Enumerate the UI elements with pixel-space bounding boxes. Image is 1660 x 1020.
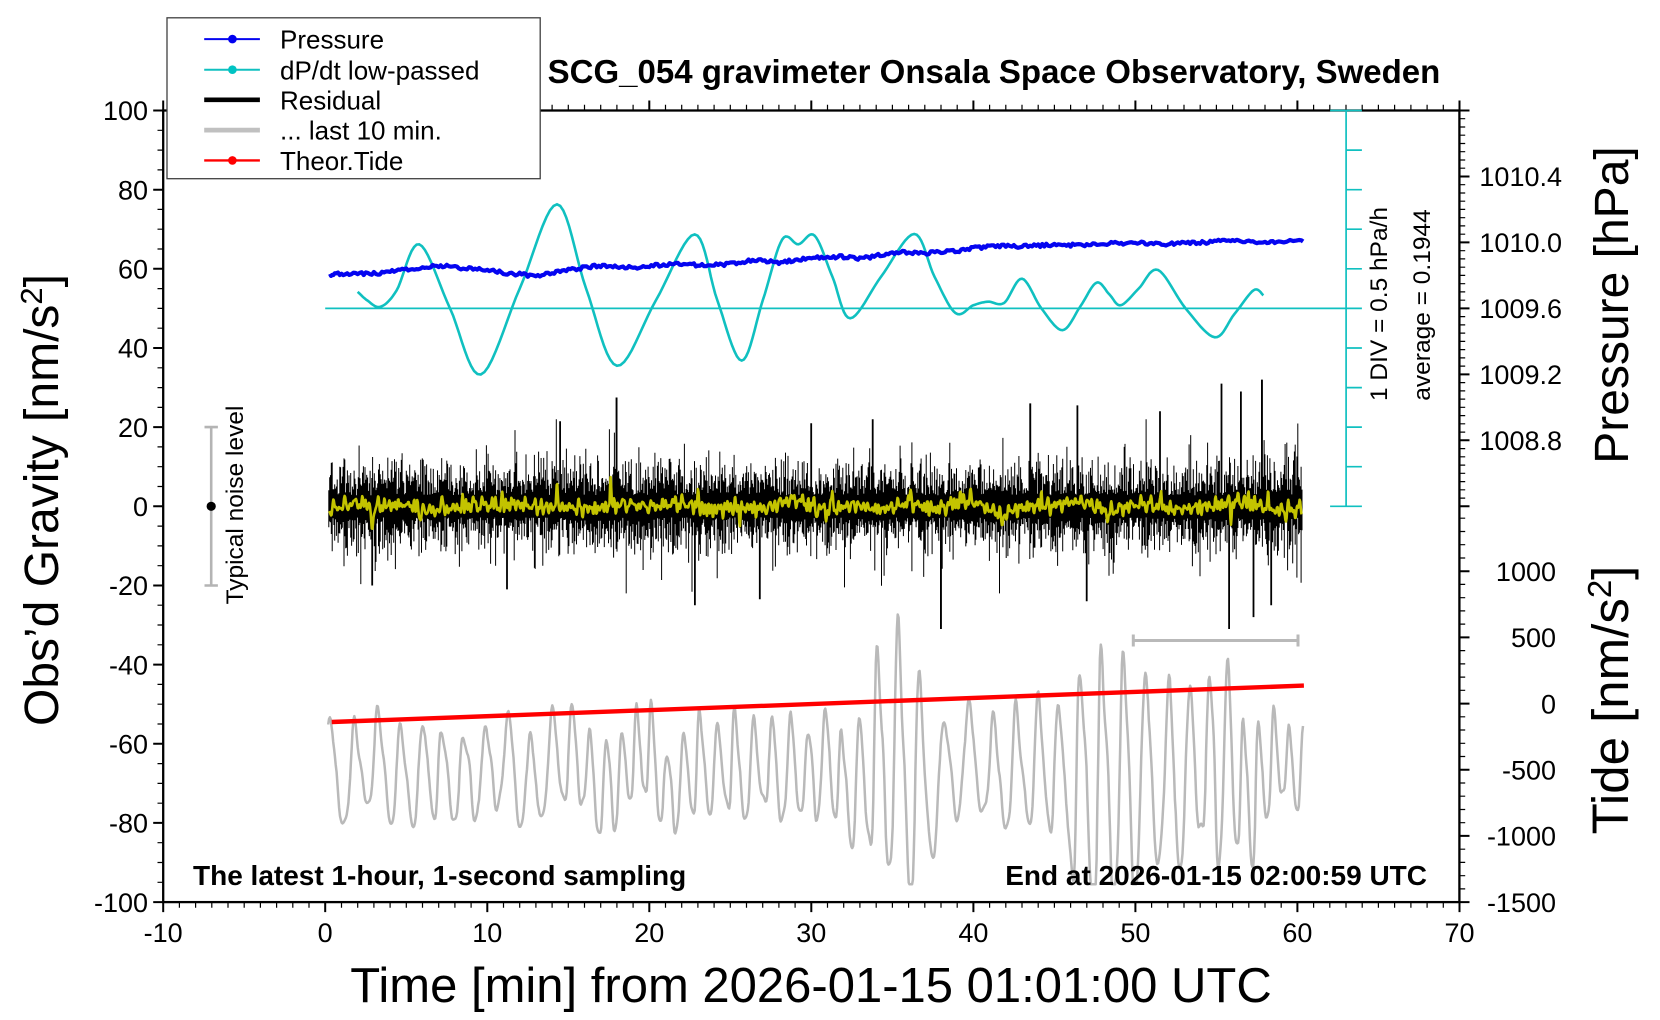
svg-text:500: 500: [1511, 623, 1556, 653]
svg-text:Tide [nm/s2]: Tide [nm/s2]: [1581, 566, 1639, 835]
svg-text:100: 100: [103, 96, 148, 126]
svg-text:60: 60: [1282, 918, 1312, 948]
svg-text:Theor.Tide: Theor.Tide: [280, 146, 403, 176]
svg-text:1 DIV = 0.5 hPa/h: 1 DIV = 0.5 hPa/h: [1366, 207, 1393, 401]
svg-text:1010.0: 1010.0: [1479, 228, 1562, 258]
svg-text:-100: -100: [94, 888, 148, 918]
svg-text:0: 0: [133, 492, 148, 522]
svg-text:The latest 1-hour, 1-second sa: The latest 1-hour, 1-second sampling: [193, 860, 686, 891]
svg-text:1000: 1000: [1496, 557, 1556, 587]
svg-text:0: 0: [318, 918, 333, 948]
svg-text:Typical noise level: Typical noise level: [222, 406, 249, 605]
svg-text:dP/dt low-passed: dP/dt low-passed: [280, 55, 479, 85]
svg-text:1010.4: 1010.4: [1479, 162, 1562, 192]
svg-text:60: 60: [118, 255, 148, 285]
svg-text:... last 10 min.: ... last 10 min.: [280, 116, 442, 146]
svg-text:50: 50: [1120, 918, 1150, 948]
svg-text:70: 70: [1444, 918, 1474, 948]
svg-text:10: 10: [472, 918, 502, 948]
svg-text:1009.6: 1009.6: [1479, 294, 1562, 324]
svg-text:Pressure: Pressure: [280, 25, 384, 55]
svg-text:-1500: -1500: [1487, 888, 1556, 918]
svg-text:30: 30: [796, 918, 826, 948]
svg-text:-80: -80: [109, 809, 148, 839]
svg-text:-40: -40: [109, 650, 148, 680]
svg-text:40: 40: [958, 918, 988, 948]
svg-text:20: 20: [634, 918, 664, 948]
svg-text:Pressure [hPa]: Pressure [hPa]: [1586, 146, 1639, 463]
svg-text:-10: -10: [144, 918, 183, 948]
svg-text:-60: -60: [109, 730, 148, 760]
svg-text:-1000: -1000: [1487, 822, 1556, 852]
svg-text:Obs’d Gravity [nm/s2]: Obs’d Gravity [nm/s2]: [14, 274, 69, 726]
svg-text:-20: -20: [109, 571, 148, 601]
svg-text:1009.2: 1009.2: [1479, 360, 1562, 390]
svg-text:-500: -500: [1502, 756, 1556, 786]
svg-text:average = 0.1944: average = 0.1944: [1409, 209, 1436, 400]
svg-text:1008.8: 1008.8: [1479, 426, 1562, 456]
svg-text:40: 40: [118, 334, 148, 364]
svg-text:20: 20: [118, 413, 148, 443]
svg-text:SCG_054 gravimeter Onsala Spac: SCG_054 gravimeter Onsala Space Observat…: [548, 53, 1441, 90]
svg-text:Residual: Residual: [280, 85, 381, 115]
svg-text:Time [min] from 2026-01-15 01:: Time [min] from 2026-01-15 01:01:00 UTC: [350, 959, 1271, 1013]
svg-text:End at 2026-01-15 02:00:59 UTC: End at 2026-01-15 02:00:59 UTC: [1005, 860, 1427, 891]
svg-text:80: 80: [118, 175, 148, 205]
svg-text:0: 0: [1541, 689, 1556, 719]
